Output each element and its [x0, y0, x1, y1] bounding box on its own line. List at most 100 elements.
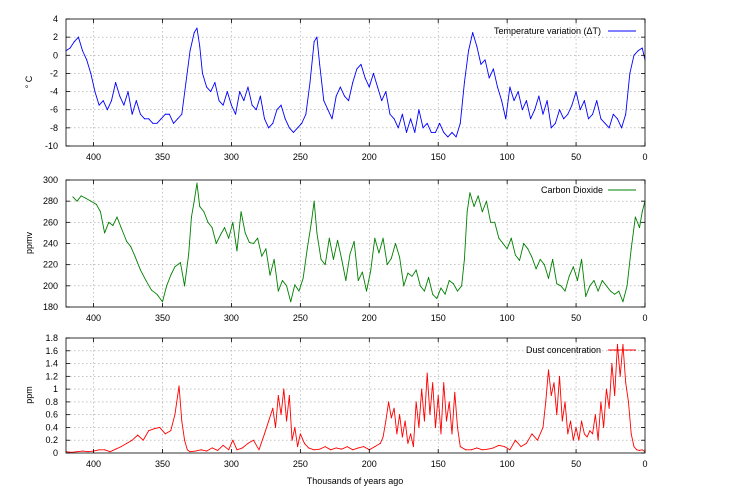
dust-data-point [280, 414, 282, 416]
temperature-data-point [455, 136, 457, 138]
co2-data-point [419, 285, 421, 287]
dust-data-point [98, 449, 100, 451]
temperature-data-point [135, 100, 137, 102]
co2-data-point [211, 227, 213, 229]
dust-data-point [308, 447, 310, 449]
temperature-data-point [280, 104, 282, 106]
co2-x-tick-label: 300 [224, 313, 239, 323]
co2-data-point [531, 256, 533, 258]
co2-data-point [494, 221, 496, 223]
dust-data-point [299, 433, 301, 435]
co2-data-point [370, 270, 372, 272]
dust-data-point [401, 436, 403, 438]
dust-data-point [429, 414, 431, 416]
temperature-data-point [372, 72, 374, 74]
temperature-legend-label: Temperature variation (ΔT) [494, 26, 601, 36]
co2-data-point [112, 225, 114, 227]
dust-data-point [335, 447, 337, 449]
dust-data-point [423, 420, 425, 422]
co2-data-point [156, 293, 158, 295]
dust-data-point [258, 449, 260, 451]
co2-data-point [514, 254, 516, 256]
dust-data-point [330, 449, 332, 451]
temperature-x-tick-label: 400 [86, 152, 101, 162]
temperature-data-point [276, 109, 278, 111]
dust-data-point [186, 449, 188, 451]
dust-data-point [616, 343, 618, 345]
dust-data-point [268, 420, 270, 422]
temperature-data-point [77, 36, 79, 38]
dust-data-point [181, 420, 183, 422]
temperature-data-point [139, 113, 141, 115]
co2-data-point [294, 284, 296, 286]
co2-data-point [490, 221, 492, 223]
co2-data-point [564, 290, 566, 292]
dust-data-point [589, 430, 591, 432]
temperature-data-point [255, 109, 257, 111]
dust-data-point [481, 449, 483, 451]
dust-data-point [451, 433, 453, 435]
co2-data-point [457, 290, 459, 292]
co2-data-point [145, 280, 147, 282]
dust-x-tick-label: 300 [224, 459, 239, 469]
dust-y-tick-label: 0.8 [45, 397, 58, 407]
temperature-data-point [434, 131, 436, 133]
temperature-data-point [633, 54, 635, 56]
co2-data-point [519, 259, 521, 261]
temperature-data-point [86, 59, 88, 61]
dust-series [65, 343, 646, 453]
dust-data-point [217, 449, 219, 451]
temperature-data-point [82, 50, 84, 52]
temperature-plot-frame [65, 18, 646, 147]
dust-data-point [170, 430, 172, 432]
co2-data-point [506, 248, 508, 250]
co2-series-line [72, 182, 646, 303]
temperature-data-point [168, 113, 170, 115]
dust-data-point [564, 401, 566, 403]
co2-x-tick-label: 400 [86, 313, 101, 323]
dust-data-point [148, 430, 150, 432]
dust-data-point [581, 420, 583, 422]
dust-data-point [421, 388, 423, 390]
dust-data-point [159, 426, 161, 428]
temperature-data-point [616, 118, 618, 120]
co2-y-tick-label: 280 [43, 196, 58, 206]
temperature-data-point [152, 122, 154, 124]
temperature-data-point [206, 86, 208, 88]
temperature-data-point [381, 100, 383, 102]
temperature-data-point [447, 136, 449, 138]
temperature-y-tick-label: -6 [50, 105, 58, 115]
co2-y-tick-label: 200 [43, 281, 58, 291]
dust-y-tick-label: 1.6 [45, 346, 58, 356]
dust-plot-frame [65, 337, 646, 454]
dust-data-point [379, 442, 381, 444]
temperature-data-point [406, 131, 408, 133]
temperature-data-point [439, 122, 441, 124]
dust-y-tick-label: 1 [53, 384, 58, 394]
temperature-data-point [247, 86, 249, 88]
co2-data-point [248, 241, 250, 243]
co2-x-tick-label: 150 [431, 313, 446, 323]
temperature-data-point [335, 95, 337, 97]
co2-x-tick-label: 100 [500, 313, 515, 323]
co2-y-tick-label: 260 [43, 217, 58, 227]
co2-data-point [298, 290, 300, 292]
dust-data-point [614, 395, 616, 396]
temperature-data-point [596, 100, 598, 102]
dust-data-point [434, 426, 436, 428]
dust-x-tick-label: 200 [362, 459, 377, 469]
temperature-data-point [69, 47, 71, 49]
dust-data-point [611, 363, 613, 365]
temperature-x-tick-label: 50 [571, 152, 581, 162]
temperature-data-point [235, 113, 237, 115]
dust-data-point [622, 343, 624, 345]
co2-data-point [190, 216, 192, 218]
dust-data-point [548, 369, 549, 371]
co2-data-point [332, 258, 334, 260]
temperature-data-point [575, 91, 577, 93]
temperature-x-tick-label: 100 [500, 152, 515, 162]
co2-panel: 180 200 220 240 260 280 300 400 350 300 250 200 150 1… [24, 175, 648, 323]
dust-data-point [291, 439, 293, 441]
dust-data-point [319, 448, 321, 450]
